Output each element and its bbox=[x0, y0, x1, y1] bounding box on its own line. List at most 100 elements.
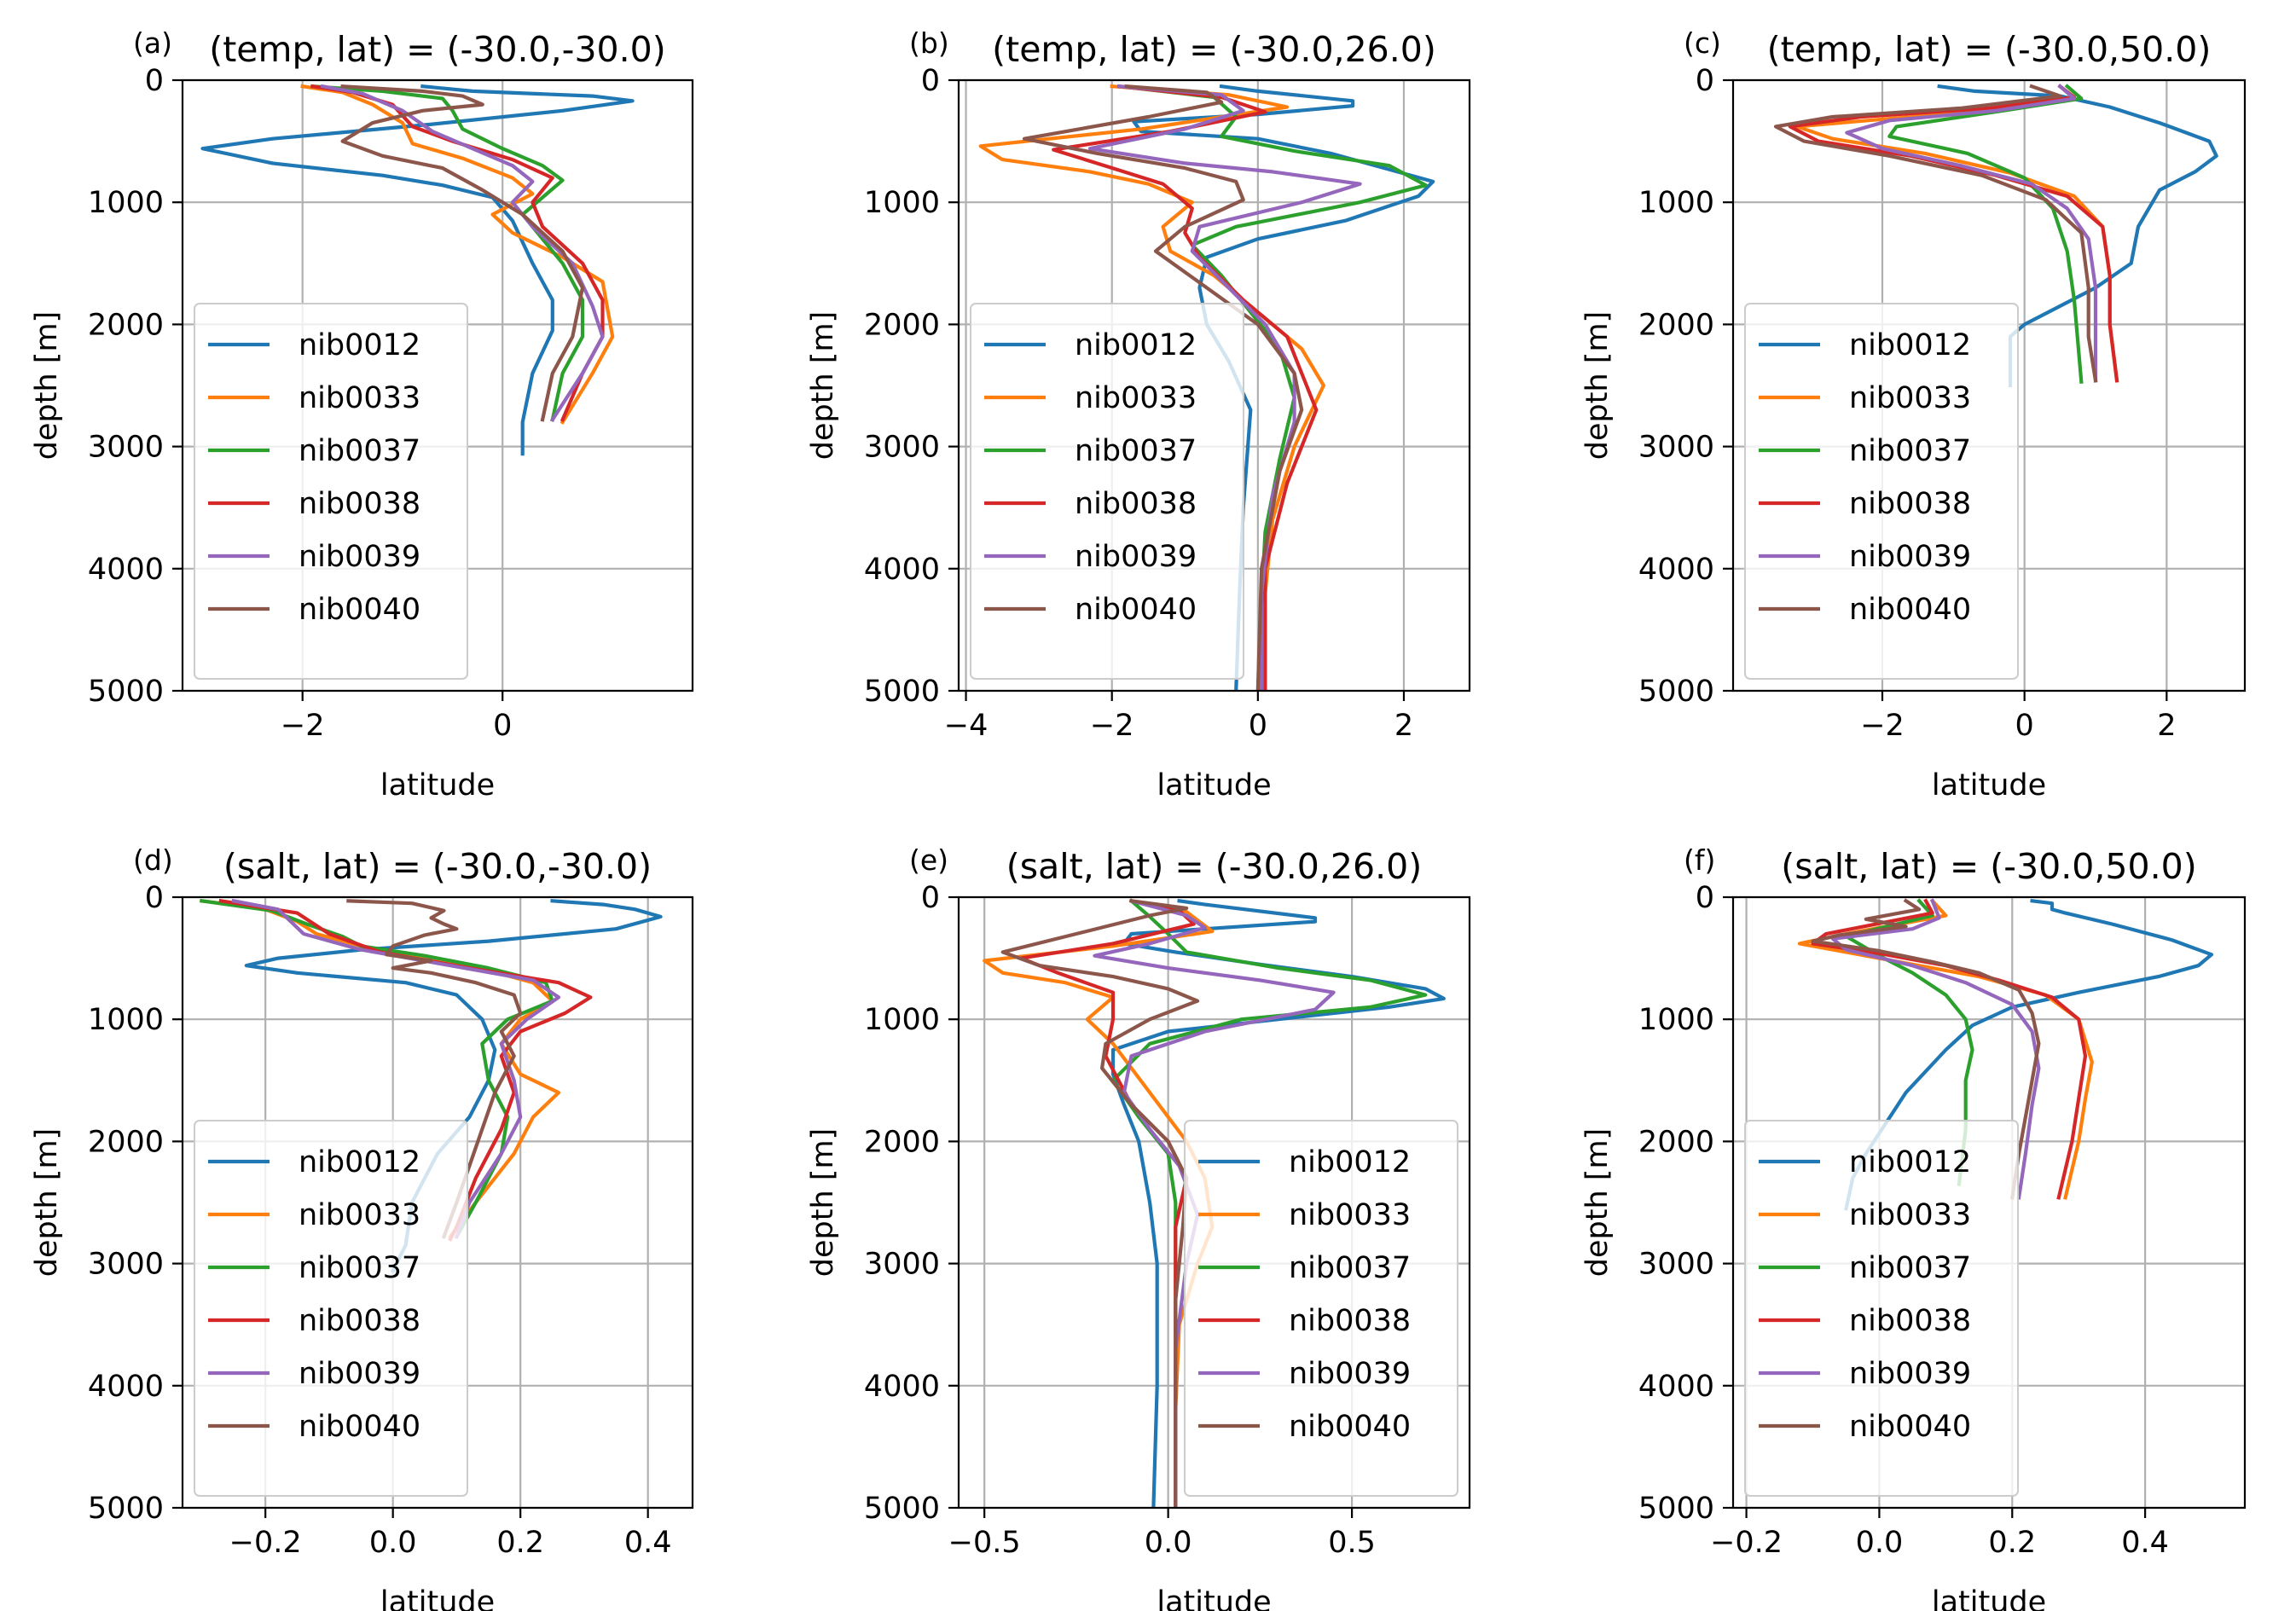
legend-label-nib0012: nib0012 bbox=[299, 1145, 420, 1179]
panel-label: (a) bbox=[133, 26, 172, 60]
axes-frame bbox=[1731, 78, 2247, 692]
axes-frame bbox=[1731, 895, 2247, 1510]
legend-label-nib0033: nib0033 bbox=[1849, 1198, 1971, 1232]
series-line-nib0038 bbox=[218, 898, 593, 1242]
y-tick-label: 3000 bbox=[864, 431, 940, 465]
chart-title: (temp, lat) = (-30.0,-30.0) bbox=[209, 29, 666, 70]
y-tick-label: 3000 bbox=[1638, 1248, 1714, 1282]
x-tick-label: 0.0 bbox=[369, 1526, 417, 1560]
legend: nib0012 nib0033 nib0037 nib0038 nib0039 nib00… bbox=[194, 303, 468, 680]
y-tick-label: 0 bbox=[921, 881, 940, 915]
panel-label: (b) bbox=[909, 26, 949, 60]
series-line-nib0040 bbox=[340, 84, 585, 422]
legend-label-nib0037: nib0037 bbox=[299, 434, 420, 468]
chart-title: (temp, lat) = (-30.0,26.0) bbox=[992, 29, 1436, 70]
y-tick-label: 1000 bbox=[1638, 186, 1714, 220]
y-axis-label: depth [m] bbox=[806, 1128, 840, 1277]
series-line-nib0012 bbox=[200, 84, 635, 456]
legend: nib0012 nib0033 nib0037 nib0038 nib0039 nib00… bbox=[194, 1120, 468, 1497]
y-tick-label: 1000 bbox=[1638, 1003, 1714, 1037]
legend-label-nib0038: nib0038 bbox=[1849, 1304, 1971, 1338]
legend: nib0012 nib0033 nib0037 nib0038 nib0039 nib00… bbox=[970, 303, 1244, 680]
y-tick-label: 2000 bbox=[864, 1125, 940, 1159]
x-axis-label: latitude bbox=[380, 1585, 495, 1611]
series-line-nib0040 bbox=[1773, 84, 2098, 383]
legend-label-nib0012: nib0012 bbox=[1075, 328, 1197, 362]
legend-label-nib0040: nib0040 bbox=[1289, 1410, 1411, 1444]
chart-panel-d: −0.2 0.0 0.2 0.4 0 1000 2000 3000 4000 5000 latitu… bbox=[30, 843, 694, 1611]
legend-label-nib0039: nib0039 bbox=[1075, 540, 1197, 574]
y-tick-label: 2000 bbox=[88, 1125, 164, 1159]
series-line-nib0033 bbox=[978, 84, 1325, 691]
chart-title: (salt, lat) = (-30.0,26.0) bbox=[1006, 846, 1422, 887]
x-tick-label: −0.2 bbox=[1710, 1526, 1783, 1560]
series-line-nib0039 bbox=[1087, 84, 1362, 691]
x-tick-label: 0 bbox=[493, 709, 512, 743]
series-group bbox=[1797, 898, 2214, 1211]
legend-label-nib0012: nib0012 bbox=[299, 328, 420, 362]
series-line-nib0040 bbox=[1022, 84, 1304, 691]
x-axis-label: latitude bbox=[380, 768, 495, 803]
x-tick-label: 0.5 bbox=[1328, 1526, 1376, 1560]
legend-label-nib0037: nib0037 bbox=[299, 1251, 420, 1285]
series-line-nib0040 bbox=[346, 899, 523, 1239]
legend-label-nib0012: nib0012 bbox=[1289, 1145, 1411, 1179]
y-tick-label: 3000 bbox=[88, 1248, 164, 1282]
series-line-nib0040 bbox=[1811, 898, 2041, 1200]
x-tick-label: −0.5 bbox=[948, 1526, 1021, 1560]
series-group bbox=[1773, 84, 2218, 388]
y-tick-label: 3000 bbox=[1638, 431, 1714, 465]
x-tick-label: 0.2 bbox=[496, 1526, 544, 1560]
x-tick-label: 2 bbox=[2157, 709, 2176, 743]
x-tick-label: 0 bbox=[2015, 709, 2034, 743]
axes-frame bbox=[957, 895, 1471, 1510]
legend: nib0012 nib0033 nib0037 nib0038 nib0039 nib00… bbox=[1744, 303, 2019, 680]
series-line-nib0038 bbox=[1052, 84, 1319, 691]
x-axis-label: latitude bbox=[1932, 768, 2046, 803]
panel-label: (f) bbox=[1684, 843, 1715, 877]
panel-label: (e) bbox=[909, 843, 948, 877]
y-axis-label: depth [m] bbox=[30, 311, 64, 460]
y-tick-label: 4000 bbox=[88, 1370, 164, 1404]
legend-label-nib0038: nib0038 bbox=[299, 487, 420, 521]
x-tick-label: 0.0 bbox=[1856, 1526, 1904, 1560]
legend-label-nib0038: nib0038 bbox=[299, 1304, 420, 1338]
series-line-nib0033 bbox=[300, 84, 615, 425]
y-tick-label: 2000 bbox=[1638, 1125, 1714, 1159]
axes-frame bbox=[181, 78, 694, 692]
x-tick-label: −0.2 bbox=[229, 1526, 302, 1560]
series-line-nib0037 bbox=[310, 84, 585, 422]
y-tick-label: 2000 bbox=[864, 308, 940, 342]
y-tick-label: 4000 bbox=[864, 1370, 940, 1404]
chart-title: (temp, lat) = (-30.0,50.0) bbox=[1767, 29, 2212, 70]
legend-label-nib0040: nib0040 bbox=[1849, 593, 1971, 627]
series-line-nib0039 bbox=[1830, 898, 2041, 1200]
legend: nib0012 nib0033 nib0037 nib0038 nib0039 nib00… bbox=[1184, 1120, 1458, 1497]
chart-panel-a: −2 0 0 1000 2000 3000 4000 5000 latitude depth [m… bbox=[30, 26, 694, 803]
legend-label-nib0037: nib0037 bbox=[1075, 434, 1197, 468]
chart-title: (salt, lat) = (-30.0,50.0) bbox=[1781, 846, 2196, 887]
y-tick-label: 4000 bbox=[1638, 1370, 1714, 1404]
series-line-nib0012 bbox=[1844, 898, 2214, 1211]
legend-label-nib0040: nib0040 bbox=[1849, 1410, 1971, 1444]
chart-title: (salt, lat) = (-30.0,-30.0) bbox=[223, 846, 652, 887]
y-tick-label: 5000 bbox=[864, 1492, 940, 1526]
y-axis-label: depth [m] bbox=[1580, 1128, 1615, 1277]
x-tick-label: −4 bbox=[944, 709, 989, 743]
x-tick-label: 0.4 bbox=[624, 1526, 672, 1560]
y-tick-label: 0 bbox=[145, 881, 164, 915]
axes-frame bbox=[181, 895, 694, 1510]
legend-label-nib0039: nib0039 bbox=[1849, 1357, 1971, 1391]
legend-label-nib0012: nib0012 bbox=[1849, 1145, 1971, 1179]
y-tick-label: 0 bbox=[1696, 881, 1714, 915]
y-tick-label: 2000 bbox=[88, 308, 164, 342]
x-tick-label: −2 bbox=[1090, 709, 1134, 743]
legend-label-nib0033: nib0033 bbox=[299, 1198, 420, 1232]
y-tick-label: 5000 bbox=[88, 675, 164, 709]
x-tick-label: −2 bbox=[1860, 709, 1905, 743]
series-line-nib0038 bbox=[1019, 898, 1196, 1508]
y-tick-label: 4000 bbox=[88, 553, 164, 587]
legend-label-nib0037: nib0037 bbox=[1289, 1251, 1411, 1285]
chart-panel-f: −0.2 0.0 0.2 0.4 0 1000 2000 3000 4000 5000 latitu… bbox=[1580, 843, 2247, 1611]
y-tick-label: 1000 bbox=[864, 1003, 940, 1037]
